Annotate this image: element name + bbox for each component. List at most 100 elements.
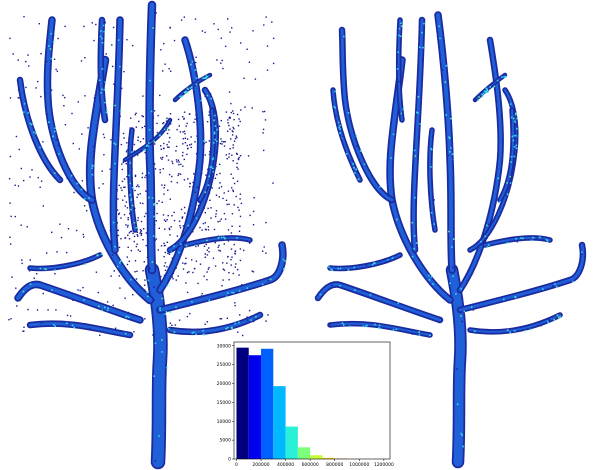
noise-point	[223, 145, 226, 147]
point	[39, 146, 41, 149]
point	[159, 307, 161, 309]
point	[150, 110, 153, 113]
noise-point	[219, 182, 221, 184]
noise-point	[144, 279, 146, 281]
noise-point	[127, 234, 129, 236]
point	[339, 128, 342, 130]
noise-point	[217, 28, 219, 31]
noise-point	[170, 123, 172, 125]
point	[101, 88, 103, 91]
noise-point	[164, 262, 167, 264]
noise-point	[166, 117, 168, 119]
noise-point	[168, 141, 170, 143]
point	[331, 284, 333, 286]
point	[470, 306, 473, 308]
noise-point	[137, 136, 139, 138]
noise-point	[189, 144, 191, 146]
noise-point	[117, 234, 119, 237]
point	[413, 149, 416, 152]
branch-highlight	[124, 119, 171, 161]
point	[354, 289, 356, 291]
noise-point	[203, 245, 206, 247]
point	[52, 135, 54, 138]
point	[220, 236, 223, 239]
noise-point	[33, 277, 35, 279]
point	[505, 194, 507, 196]
point	[477, 99, 479, 101]
noise-point	[218, 187, 220, 189]
noise-point	[272, 37, 275, 40]
noise-point	[262, 132, 264, 134]
point	[52, 40, 55, 43]
noise-point	[208, 247, 210, 249]
noise-point	[120, 187, 122, 189]
point	[191, 300, 193, 303]
noise-point	[123, 137, 125, 139]
point	[339, 124, 341, 127]
point	[481, 95, 484, 98]
noise-point	[175, 150, 177, 152]
noise-point	[267, 314, 269, 316]
point	[161, 297, 164, 300]
point	[178, 251, 180, 254]
point	[553, 318, 555, 321]
noise-point	[118, 213, 120, 216]
noise-point	[153, 110, 156, 112]
noise-point	[232, 126, 234, 129]
noise-point	[172, 278, 174, 280]
point	[100, 30, 102, 32]
noise-point	[234, 137, 237, 140]
noise-point	[178, 161, 180, 163]
point	[212, 167, 214, 170]
point	[51, 289, 53, 291]
point	[429, 334, 431, 337]
point	[111, 254, 114, 256]
noise-point	[162, 214, 165, 216]
noise-point	[141, 176, 143, 179]
noise-point	[129, 230, 132, 233]
point	[116, 265, 119, 268]
noise-point	[239, 248, 242, 250]
point	[319, 293, 322, 296]
noise-point	[217, 221, 219, 223]
noise-point	[230, 258, 232, 261]
noise-point	[219, 250, 222, 252]
noise-point	[206, 271, 208, 273]
noise-point	[237, 206, 239, 209]
noise-point	[134, 271, 136, 273]
point	[480, 240, 482, 243]
noise-point	[239, 225, 241, 227]
noise-point	[144, 318, 146, 320]
point	[430, 166, 432, 168]
point	[119, 110, 122, 112]
point	[66, 322, 68, 324]
point	[441, 69, 444, 71]
noise-point	[138, 120, 140, 123]
noise-point	[166, 219, 168, 221]
noise-point	[153, 163, 156, 165]
noise-point	[246, 316, 248, 318]
point	[103, 30, 105, 33]
point	[330, 268, 332, 271]
point	[210, 97, 212, 100]
point	[127, 316, 130, 319]
point	[556, 314, 559, 317]
branch-highlight	[158, 243, 285, 312]
point	[487, 244, 490, 246]
noise-point	[39, 186, 41, 188]
point	[572, 280, 574, 283]
point	[76, 182, 78, 185]
point	[432, 130, 435, 133]
noise-point	[226, 317, 228, 319]
noise-point	[179, 225, 181, 227]
histogram-bar-3	[261, 348, 274, 459]
noise-point	[66, 251, 68, 254]
point	[445, 114, 447, 116]
point	[226, 327, 229, 329]
noise-point	[111, 44, 113, 46]
point	[486, 224, 488, 227]
noise-point	[236, 180, 239, 182]
noise-point	[142, 270, 144, 272]
point	[482, 92, 485, 95]
point	[210, 165, 213, 168]
